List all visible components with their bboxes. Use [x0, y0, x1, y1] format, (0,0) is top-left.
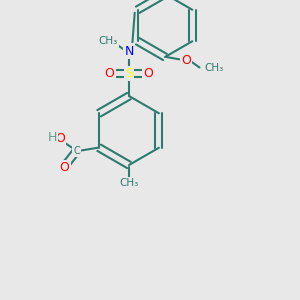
Text: O: O: [144, 67, 153, 80]
Text: O: O: [60, 161, 70, 174]
Text: O: O: [105, 67, 114, 80]
Text: CH₃: CH₃: [119, 178, 139, 188]
Text: CH₃: CH₃: [98, 35, 118, 46]
Text: O: O: [181, 53, 191, 67]
Text: O: O: [55, 132, 65, 145]
Text: H: H: [48, 131, 57, 144]
Text: C: C: [73, 146, 80, 156]
Text: S: S: [125, 67, 133, 80]
Text: CH₃: CH₃: [204, 62, 223, 73]
Text: N: N: [124, 44, 134, 58]
